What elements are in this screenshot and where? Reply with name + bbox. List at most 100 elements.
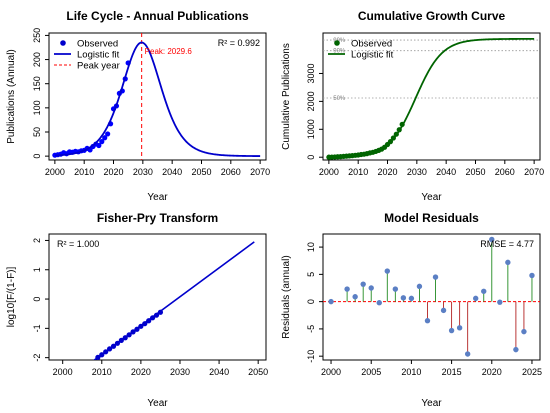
x-axis-label: Year	[147, 398, 168, 409]
data-point	[481, 288, 487, 294]
reference-line-label: 90%	[333, 49, 346, 55]
y-tick-label: 0	[306, 299, 316, 304]
x-axis-label: Year	[421, 398, 442, 409]
legend-label: Observed	[351, 39, 392, 50]
legend-label: Logistic fit	[351, 50, 394, 61]
data-point	[497, 299, 503, 305]
chart-fisherpry: Fisher-Pry Transform 2000 2010 2020 2030 2040…	[6, 211, 268, 409]
peak-label: Peak: 2029.6	[145, 47, 193, 56]
y-tick-label: 50	[32, 127, 42, 137]
chart-residuals: Model Residuals 2000 2005 2010 2015 2020 2025 -…	[281, 211, 542, 409]
y-tick-label: -10	[306, 350, 316, 363]
reference-line-label: 50%	[333, 96, 346, 102]
plot-frame	[322, 32, 541, 161]
data-point	[432, 274, 439, 280]
reference-line-label: 99%	[333, 38, 346, 44]
chart-title: Model Residuals	[384, 211, 479, 225]
x-tick-label: 2020	[131, 367, 151, 377]
plot-frame	[48, 233, 267, 361]
series-line	[328, 37, 535, 158]
series-line	[93, 241, 255, 360]
legend-marker	[60, 40, 66, 46]
y-tick-label: 1	[32, 267, 42, 272]
x-tick-label: 2060	[495, 167, 515, 177]
data-point	[376, 300, 382, 306]
x-tick-label: 2040	[209, 367, 229, 377]
x-tick-label: 2000	[53, 367, 73, 377]
y-tick-label: 100	[32, 100, 42, 115]
x-tick-label: 2010	[92, 367, 112, 377]
data-point	[96, 142, 102, 149]
y-tick-label: -1	[32, 324, 42, 332]
data-point	[513, 346, 519, 353]
data-point	[102, 135, 108, 141]
data-point	[352, 294, 358, 300]
x-axis-label: Year	[421, 192, 442, 203]
plot-frame	[322, 233, 541, 361]
y-tick-label: 5	[306, 272, 316, 277]
x-tick-label: 2050	[248, 367, 268, 377]
y-tick-label: 2000	[306, 91, 316, 111]
x-tick-label: 2010	[348, 167, 368, 177]
chart-cumulative: Cumulative Growth Curve 2000 2010 2020 2030 2…	[281, 9, 544, 203]
data-point	[424, 318, 431, 324]
legend-label: Peak year	[77, 61, 120, 72]
plot-area	[52, 33, 261, 160]
y-tick-label: 250	[32, 28, 42, 43]
x-tick-label: 2020	[377, 167, 397, 177]
x-axis-label: Year	[147, 192, 168, 203]
y-axis-label: Residuals (annual)	[281, 255, 292, 338]
legend-label: Logistic fit	[77, 50, 120, 61]
x-tick-label: 2000	[45, 167, 65, 177]
x-tick-label: 2025	[522, 367, 542, 377]
data-point	[456, 325, 463, 331]
data-point	[328, 298, 334, 305]
data-point	[360, 281, 366, 287]
x-tick-label: 2020	[103, 167, 123, 177]
legend-label: Observed	[77, 39, 118, 50]
x-tick-label: 2040	[162, 167, 182, 177]
x-tick-label: 2010	[401, 367, 421, 377]
data-point	[505, 259, 511, 266]
y-tick-label: 2	[32, 238, 42, 243]
data-point	[384, 268, 390, 274]
rmse-label: RMSE = 4.77	[480, 239, 534, 249]
x-tick-label: 2015	[442, 367, 462, 377]
data-point	[408, 295, 415, 302]
plot-area	[93, 241, 255, 360]
x-tick-label: 2040	[436, 167, 456, 177]
plot-area: 99% 90% 50%	[323, 37, 540, 160]
data-point	[368, 285, 374, 291]
plot-area	[323, 236, 540, 357]
series-line	[54, 41, 261, 157]
x-tick-label: 2070	[524, 167, 544, 177]
y-tick-label: 3000	[306, 63, 316, 83]
x-tick-label: 2060	[221, 167, 241, 177]
data-point	[473, 295, 479, 302]
data-point	[489, 236, 495, 243]
x-tick-label: 2030	[407, 167, 427, 177]
data-point	[521, 328, 527, 335]
data-point	[416, 283, 423, 290]
data-point	[440, 307, 447, 314]
chart-title: Fisher-Pry Transform	[97, 211, 218, 225]
y-tick-label: 0	[32, 297, 42, 302]
x-tick-label: 2000	[321, 367, 341, 377]
r-squared-label: R² = 1.000	[57, 239, 99, 249]
y-tick-label: 200	[32, 52, 42, 67]
data-point	[400, 295, 407, 301]
y-tick-label: -5	[306, 325, 316, 333]
x-tick-label: 2005	[361, 367, 381, 377]
y-axis-label: Cumulative Publications	[281, 43, 292, 150]
y-axis-label: Publications (Annual)	[6, 49, 17, 144]
y-tick-label: 150	[32, 76, 42, 91]
x-tick-label: 2010	[74, 167, 94, 177]
x-tick-label: 2070	[250, 167, 270, 177]
y-tick-label: 10	[306, 242, 316, 252]
x-tick-label: 2050	[465, 167, 485, 177]
data-point	[344, 286, 350, 292]
data-point	[105, 131, 111, 137]
x-tick-label: 2000	[319, 167, 339, 177]
